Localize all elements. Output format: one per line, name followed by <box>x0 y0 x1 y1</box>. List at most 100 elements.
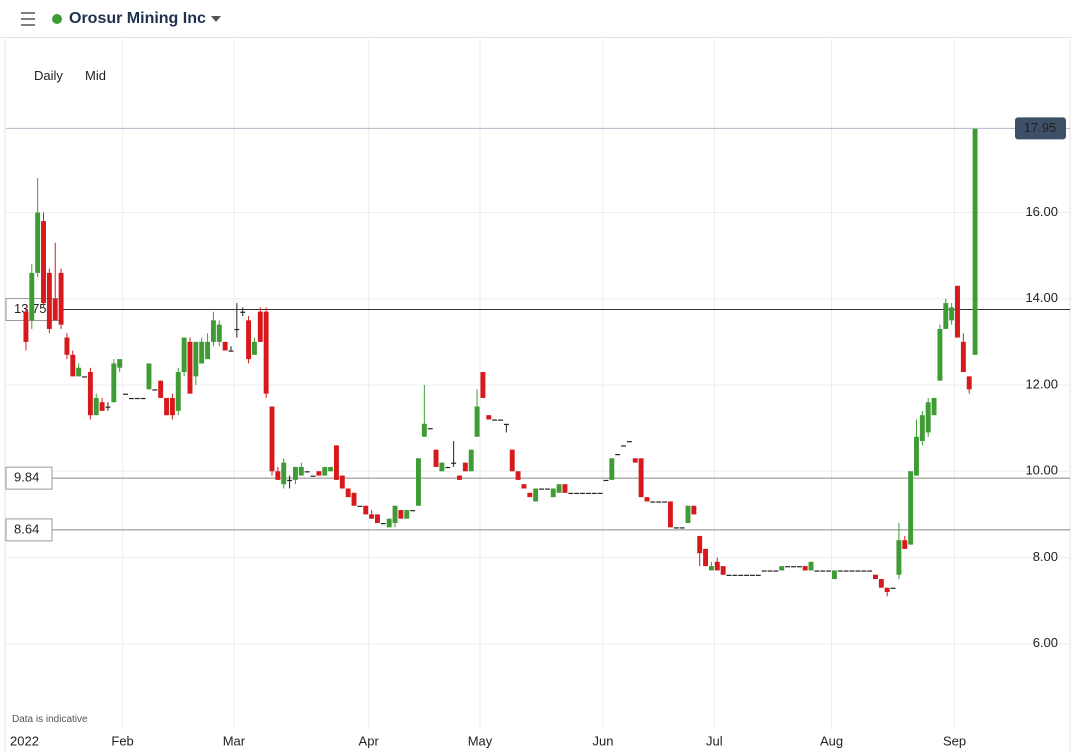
candle-body <box>58 272 64 325</box>
candle-body <box>533 488 539 502</box>
candle-body <box>234 328 240 331</box>
level-label: 9.84 <box>14 470 39 485</box>
candle-body <box>82 376 87 378</box>
candle-body <box>814 570 820 572</box>
candle-body <box>914 436 919 476</box>
x-tick-label: Aug <box>820 733 843 748</box>
candle-body <box>656 501 662 503</box>
candle-body <box>146 363 152 390</box>
candle-body <box>498 419 503 421</box>
candle-body <box>128 397 134 400</box>
candle-body <box>152 389 158 391</box>
candle-body <box>902 540 908 549</box>
candle-body <box>433 449 439 467</box>
candle-body <box>457 475 462 480</box>
candle-body <box>574 492 580 495</box>
candle-body <box>322 466 328 476</box>
candle-body <box>509 449 515 472</box>
candle-body <box>316 471 322 476</box>
candle-body <box>503 423 509 426</box>
candle-body <box>439 462 445 472</box>
footnote: Data is indicative <box>12 714 88 725</box>
y-tick-label: 12.00 <box>1025 376 1058 391</box>
candle-body <box>480 372 486 398</box>
candle-body <box>580 492 585 495</box>
candle-body <box>216 324 222 342</box>
candle-body <box>339 475 345 489</box>
candle-body <box>785 566 791 568</box>
candle-body <box>257 311 263 342</box>
candle-body <box>972 128 978 355</box>
candle-body <box>492 419 498 421</box>
last-price-label: 17.95 <box>1024 120 1057 135</box>
candle-body <box>298 466 304 476</box>
candle-body <box>392 505 398 523</box>
candle-body <box>193 341 199 377</box>
candle-body <box>333 445 339 480</box>
candle-body <box>708 566 714 571</box>
candle-body <box>884 587 890 592</box>
candle-body <box>205 341 211 360</box>
candle-body <box>966 376 972 390</box>
candle-body <box>773 570 779 572</box>
candle-body <box>35 212 41 273</box>
candle-body <box>550 488 556 498</box>
candle-body <box>41 221 46 304</box>
x-tick-label: 2022 <box>10 733 39 748</box>
dropdown-caret[interactable] <box>211 16 223 24</box>
candle-body <box>796 566 802 568</box>
candle-body <box>140 397 146 400</box>
candle-body <box>761 570 767 572</box>
candle-body <box>240 311 246 313</box>
candle-body <box>931 397 937 416</box>
candle-body <box>310 475 316 477</box>
level-label: 8.64 <box>14 521 39 536</box>
candle-body <box>468 449 474 472</box>
instrument-title[interactable]: Orosur Mining Inc <box>69 10 206 27</box>
x-tick-label: Sep <box>943 733 966 748</box>
candle-body <box>562 484 568 493</box>
candle-body <box>474 406 480 437</box>
candle-body <box>123 393 128 395</box>
candle-body <box>849 570 855 572</box>
candle-body <box>52 298 58 321</box>
candle-body <box>363 505 369 515</box>
header: Orosur Mining Inc <box>0 0 1073 38</box>
candle-body <box>76 367 82 377</box>
candle-body <box>609 458 615 480</box>
candle-body <box>111 363 117 403</box>
candle-body <box>925 402 931 433</box>
candle-body <box>644 497 650 502</box>
candle-body <box>175 372 181 411</box>
y-tick-label: 10.00 <box>1025 463 1058 478</box>
candle-body <box>861 570 867 572</box>
y-tick-label: 14.00 <box>1025 290 1058 305</box>
candle-body <box>603 479 609 482</box>
candle-body <box>351 492 357 506</box>
price-type-button[interactable]: Mid <box>85 68 106 83</box>
candle-body <box>304 471 310 473</box>
candle-body <box>486 415 492 420</box>
candle-body <box>808 561 814 571</box>
y-tick-label: 8.00 <box>1033 549 1058 564</box>
candle-body <box>749 574 755 576</box>
menu-icon[interactable] <box>20 11 40 27</box>
candle-body <box>445 466 451 469</box>
status-dot <box>52 14 62 24</box>
candle-body <box>943 303 949 329</box>
candle-body <box>632 458 638 463</box>
candle-body <box>269 406 275 472</box>
candle-body <box>685 505 691 523</box>
candle-body <box>960 341 966 373</box>
candle-body <box>673 527 679 529</box>
candle-body <box>164 397 170 416</box>
interval-button[interactable]: Daily <box>34 68 63 83</box>
candle-body <box>345 488 351 498</box>
candle-body <box>732 574 738 576</box>
candle-body <box>187 341 193 394</box>
last-price-badge <box>1015 117 1066 140</box>
candle-body <box>375 514 380 523</box>
candle-body <box>357 505 363 507</box>
candle-body <box>873 574 878 580</box>
